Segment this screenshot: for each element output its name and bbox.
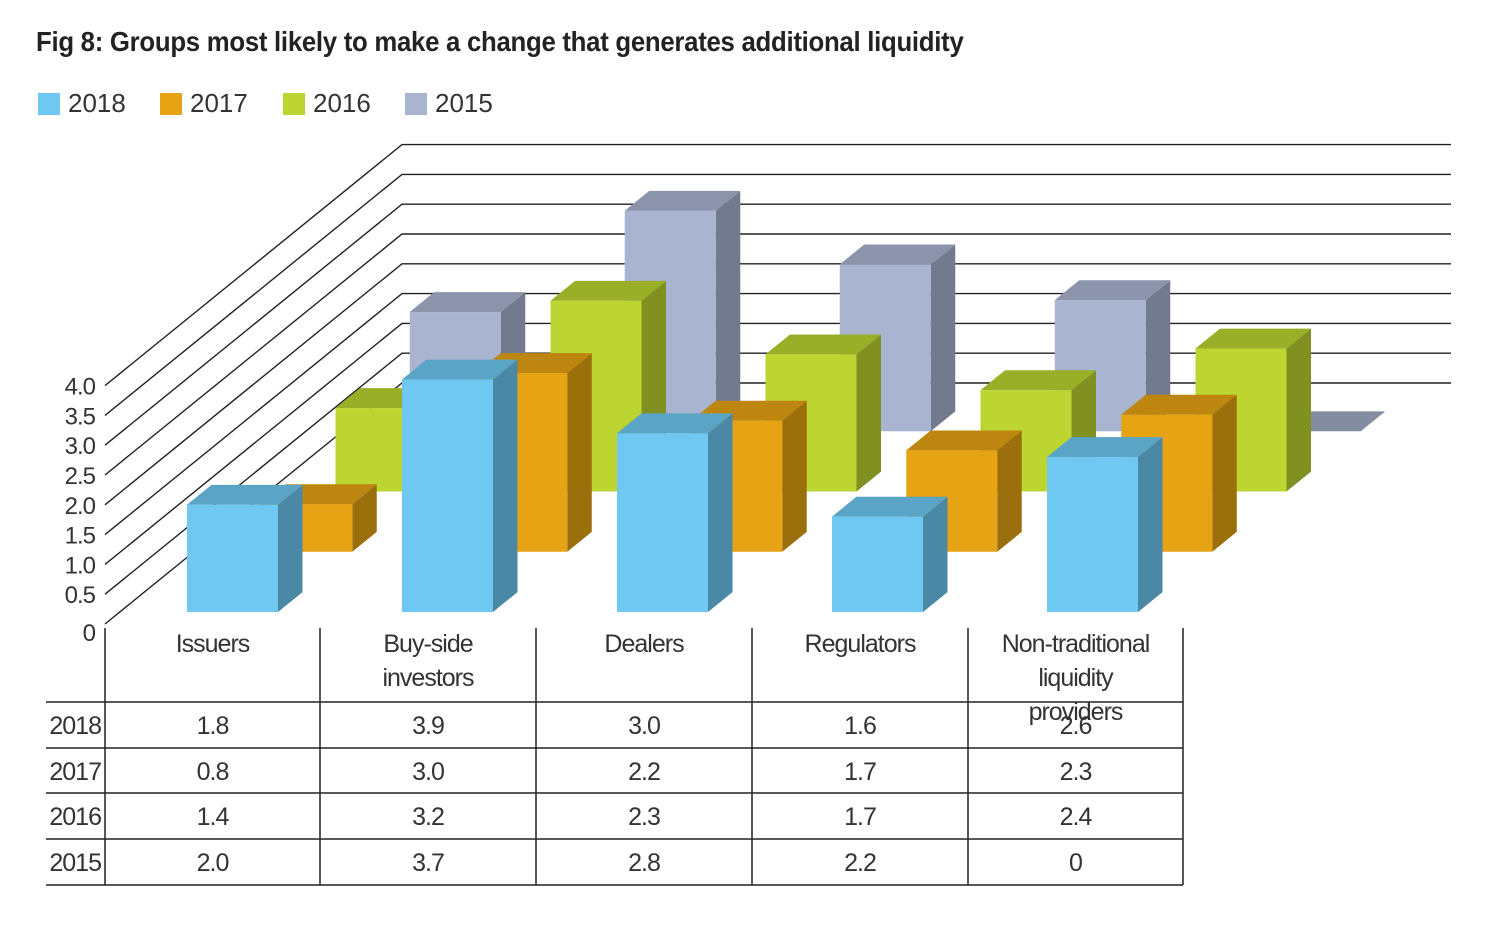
y-tick-label-1: 0.5 (65, 582, 96, 609)
table-value-2017-2: 2.2 (628, 758, 660, 786)
table-value-2018-0: 1.8 (197, 712, 229, 740)
bar-2018-2 (617, 413, 733, 612)
bar-2018-1 (402, 359, 518, 612)
category-label-1: Buy-side investors (382, 630, 474, 692)
row-label-2017: 2017 (49, 758, 101, 786)
legend-swatch-2015 (405, 93, 427, 115)
table-value-2016-3: 1.7 (844, 803, 876, 831)
bar-2018-4 (1047, 437, 1163, 612)
table-value-2018-4: 2.6 (1060, 712, 1092, 740)
table-value-2017-4: 2.3 (1060, 758, 1092, 786)
bar-2016-4 (1195, 328, 1312, 492)
grid-line-6 (104, 203, 1451, 446)
table-value-2018-3: 1.6 (844, 712, 876, 740)
y-tick-label-6: 3.0 (65, 433, 96, 460)
legend-label-2017: 2017 (190, 88, 248, 118)
bars-layer (187, 190, 1386, 612)
table-value-2015-4: 0 (1069, 849, 1082, 877)
row-label-2018: 2018 (49, 712, 101, 740)
axis-layer: 0 0.5 1.01.5 2.0 2.5 3.0 3.54.0 (65, 374, 97, 647)
table-value-2016-0: 1.4 (197, 803, 230, 831)
table-value-2016-1: 3.2 (412, 803, 444, 831)
table-value-2015-3: 2.2 (844, 849, 876, 877)
legend-swatch-2017 (160, 93, 182, 115)
legend-swatch-2018 (38, 93, 60, 115)
table-value-2016-4: 2.4 (1060, 803, 1093, 831)
y-tick-label-0: 0 (83, 620, 96, 647)
data-table: Issuers Buy-side investors Dealers Regulator… (46, 628, 1184, 886)
legend-swatch-2016 (283, 93, 305, 115)
y-tick-label-8: 4.0 (65, 374, 96, 401)
bar-2018-0 (187, 484, 303, 612)
bar-2018-3 (832, 496, 948, 612)
y-tick-label-2: 1.0 (65, 552, 96, 579)
table-value-2016-2: 2.3 (628, 803, 660, 831)
legend-label-2015: 2015 (435, 88, 493, 118)
grid-line-4 (104, 263, 1451, 506)
y-tick-label-5: 2.5 (65, 463, 96, 490)
table-value-2017-1: 3.0 (412, 758, 444, 786)
table-value-2017-3: 1.7 (844, 758, 876, 786)
grid-line-5 (104, 233, 1451, 476)
grid-line-7 (104, 173, 1451, 416)
row-label-2016: 2016 (49, 803, 101, 831)
category-label-0: Issuers (176, 630, 250, 658)
category-label-4: Non-traditional liquidity providers (1002, 630, 1150, 726)
category-label-3: Regulators (805, 630, 916, 658)
table-value-2015-1: 3.7 (412, 849, 444, 877)
table-value-2015-2: 2.8 (628, 849, 660, 877)
legend-label-2016: 2016 (313, 88, 371, 118)
table-value-2017-0: 0.8 (197, 758, 229, 786)
y-tick-label-4: 2.0 (65, 493, 96, 520)
table-value-2018-1: 3.9 (412, 712, 444, 740)
y-tick-label-7: 3.5 (65, 403, 96, 430)
table-value-2018-2: 3.0 (628, 712, 660, 740)
table-value-2015-0: 2.0 (197, 849, 229, 877)
legend-label-2018: 2018 (68, 88, 126, 118)
row-label-2015: 2015 (49, 849, 101, 877)
chart-title: Fig 8: Groups most likely to make a chan… (36, 26, 964, 57)
y-tick-label-3: 1.5 (65, 523, 96, 550)
category-label-2: Dealers (604, 630, 684, 658)
grid-line-8 (104, 143, 1451, 387)
